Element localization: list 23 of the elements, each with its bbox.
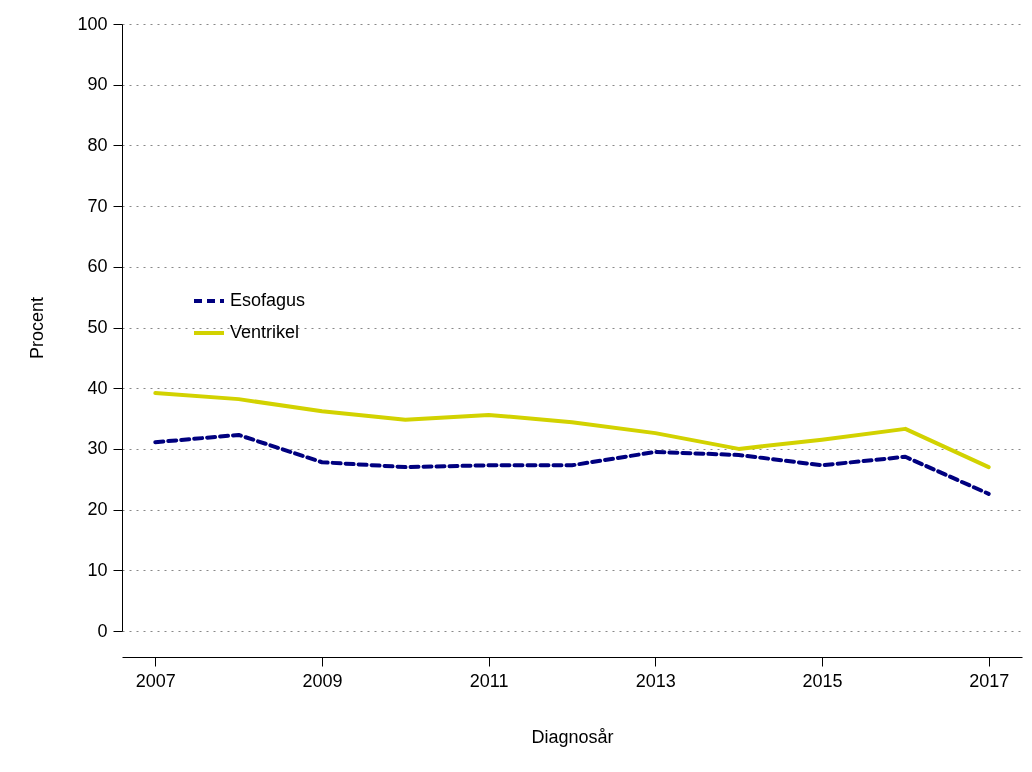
line-series — [153, 391, 991, 470]
y-tick-label: 10 — [87, 559, 108, 580]
legend-label: Ventrikel — [230, 322, 300, 342]
x-tick-label: 2009 — [302, 670, 343, 691]
y-tick-label: 40 — [87, 377, 108, 398]
x-tick-label: 2011 — [469, 670, 509, 691]
x-axis-title: Diagnosår — [531, 726, 614, 747]
y-tick-label: 50 — [87, 317, 108, 337]
y-tick-label: 0 — [97, 620, 108, 641]
y-tick-label: 100 — [77, 13, 108, 34]
legend-label: Esofagus — [230, 290, 306, 310]
x-tick-label: 2007 — [135, 670, 176, 691]
y-tick-label: 70 — [87, 195, 108, 216]
y-tick-label: 80 — [87, 134, 108, 155]
x-tick-label: 2017 — [969, 670, 1010, 691]
x-tick-label: 2015 — [802, 670, 843, 691]
y-tick-label: 20 — [87, 499, 108, 520]
y-axis-title: Procent — [27, 296, 48, 360]
y-tick-label: 30 — [87, 438, 108, 459]
line-series — [153, 432, 991, 496]
x-tick-label: 2013 — [635, 670, 676, 691]
y-tick-label: 90 — [87, 74, 108, 95]
y-tick-label: 60 — [87, 256, 108, 277]
